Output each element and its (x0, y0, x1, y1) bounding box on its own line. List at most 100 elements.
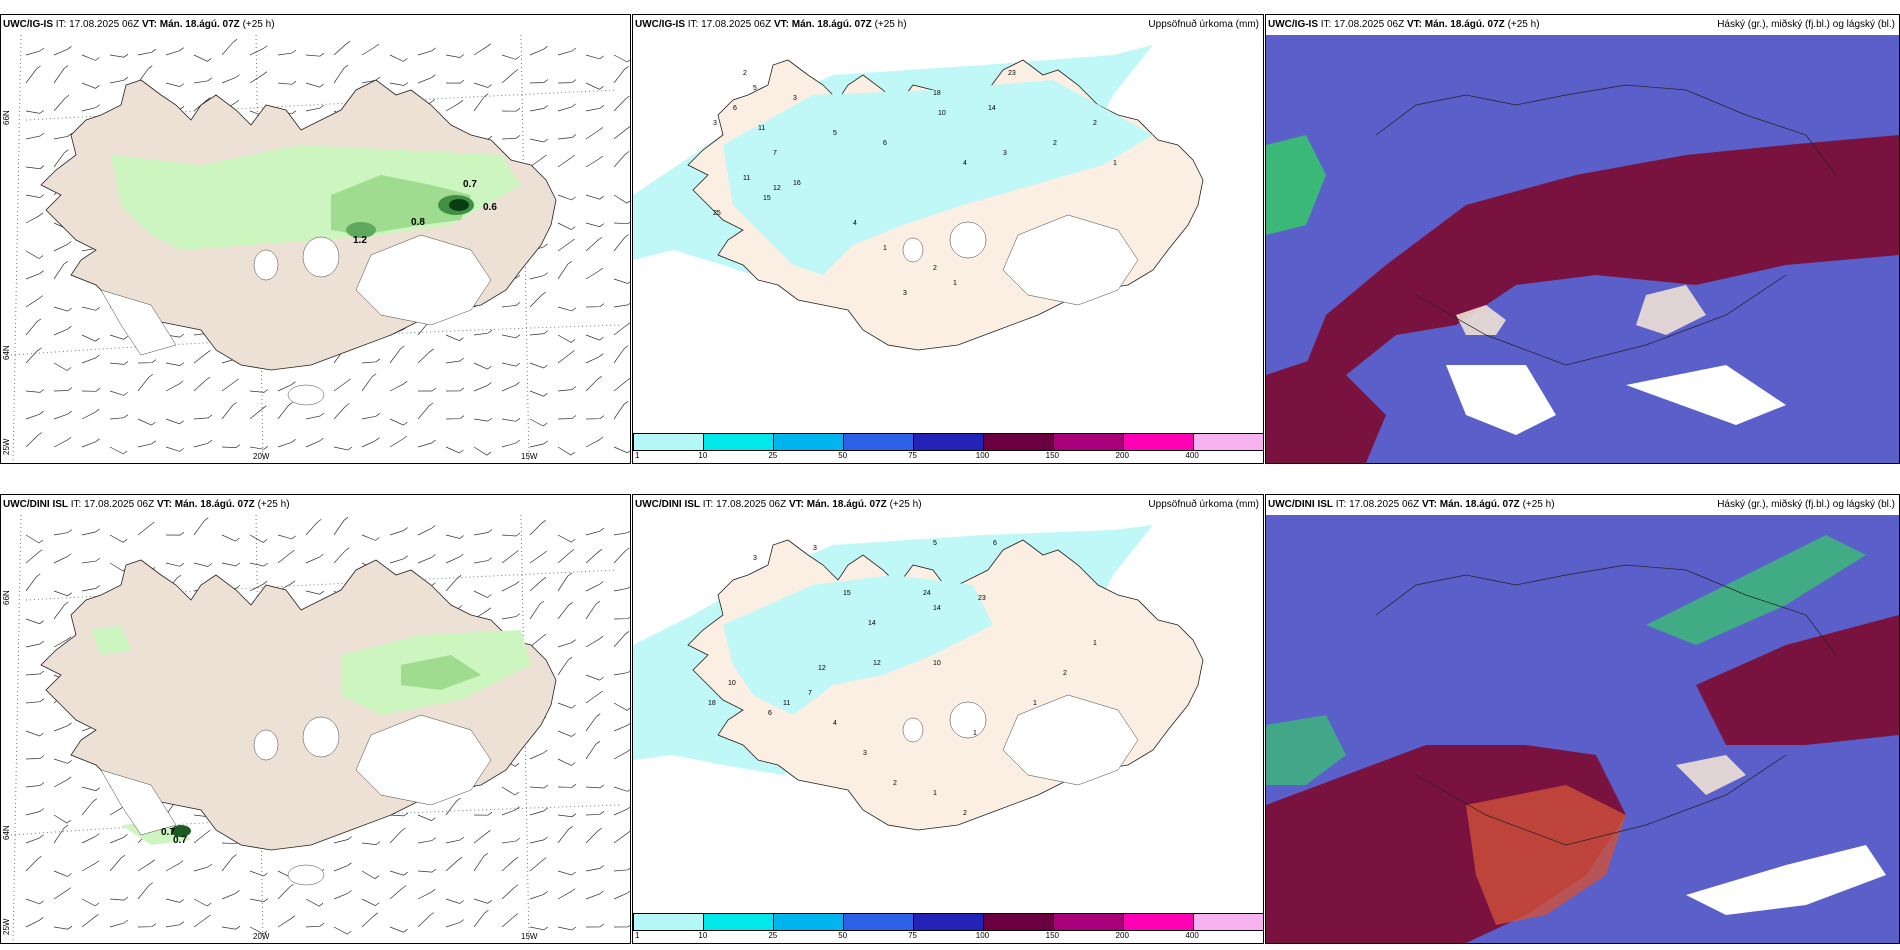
wind-barb (305, 898, 324, 907)
wind-barb (333, 446, 353, 451)
wind-barb (501, 532, 521, 537)
precip-station-value: 23 (978, 595, 986, 602)
wind-barb (165, 562, 185, 567)
wind-barb (473, 417, 493, 422)
legend-tick-label: 50 (838, 451, 848, 460)
wind-barb (249, 580, 268, 592)
lon-label-20w: 20W (253, 452, 270, 461)
wind-barb (165, 860, 184, 872)
wind-barb (501, 362, 521, 367)
precip-station-value: 2 (893, 780, 897, 787)
wind-barb (193, 376, 211, 392)
legend-swatch (914, 434, 984, 450)
wind-barb (25, 549, 43, 564)
legend-tick-label: 25 (768, 451, 778, 460)
wind-barb (585, 236, 603, 252)
legend-swatch (704, 914, 774, 930)
legend-tick-label: 75 (908, 451, 917, 460)
wind-barb (389, 870, 408, 876)
legend-tick-label: 10 (698, 931, 708, 940)
wind-barb (221, 534, 240, 542)
wind-barb (613, 924, 630, 928)
lon-label-15w: 15W (521, 452, 538, 461)
precip-station-value: 2 (743, 70, 747, 77)
wind-barb (221, 74, 240, 84)
wind-barb (557, 784, 577, 788)
wind-barb (249, 405, 267, 420)
lon-label-15w: 15W (521, 932, 538, 941)
wind-barb (529, 154, 547, 168)
wind-barb (305, 82, 324, 88)
wind-barb (249, 926, 268, 935)
wind-barb (25, 730, 44, 737)
wind-barb (557, 888, 576, 900)
wind-barb (277, 439, 296, 448)
wind-barb (25, 432, 42, 448)
precip-station-value: 15 (763, 195, 771, 202)
model-name: UWC/IG-IS (3, 19, 53, 30)
wind-barb (501, 381, 520, 392)
wind-barb (445, 553, 464, 564)
legend-tick-label: 400 (1185, 451, 1199, 460)
wind-barb (165, 531, 185, 536)
model-name: UWC/IG-IS (635, 19, 685, 30)
coastline (1375, 564, 1837, 656)
precip-station-value: 2 (1063, 670, 1067, 677)
precip-legend (633, 433, 1263, 451)
wind-barb (613, 126, 630, 140)
wind-barb (529, 633, 547, 648)
wind-barb (361, 534, 380, 541)
lat-label-25w: 25W (2, 438, 11, 455)
precip-station-value: 12 (873, 660, 881, 667)
wind-barb (165, 418, 184, 425)
wind-barb (81, 104, 101, 112)
initial-time: 17.08.2025 06Z (701, 19, 772, 30)
glaciers (100, 234, 492, 406)
legend-swatch (984, 914, 1054, 930)
wind-value-label: 0.7 (161, 827, 175, 838)
precip-station-value: 10 (938, 110, 946, 117)
model-name: UWC/DINI ISL (635, 499, 700, 510)
iceland-landmass (40, 559, 557, 851)
panel-dini-wind: UWC/DINI ISL IT: 17.08.2025 06Z VT: Mán.… (0, 494, 631, 944)
wind-barb (417, 74, 436, 84)
wind-barb (361, 437, 380, 448)
wind-barb (305, 437, 324, 448)
legend-tick-label: 10 (698, 451, 708, 460)
wind-barb (389, 54, 408, 62)
wind-barb (585, 581, 604, 592)
wind-barb (81, 438, 100, 448)
legend-swatch (774, 434, 844, 450)
legend-tick-label: 200 (1115, 931, 1129, 940)
wind-barb (53, 758, 72, 764)
wind-barb (529, 105, 549, 112)
wind-barb (417, 837, 437, 844)
wind-barb (585, 527, 605, 536)
wind-barb (53, 65, 69, 84)
wind-barb (81, 388, 101, 392)
wind-barb (529, 520, 546, 536)
wind-barb (53, 149, 69, 168)
wind-barb (109, 76, 129, 84)
field-title: Háský (gr.), miðský (fj.bl.) og lágský (… (1717, 19, 1895, 30)
wind-barb (249, 898, 269, 903)
wind-barb (613, 401, 629, 420)
wind-barb (277, 49, 297, 56)
wind-barb (53, 824, 69, 844)
wind-barb (389, 885, 407, 900)
precip-station-value: 2 (963, 810, 967, 817)
wind-barb (81, 898, 100, 907)
wind-barb (81, 528, 101, 536)
wind-barb (333, 40, 351, 56)
wind-barb (221, 378, 239, 392)
precip-station-value: 3 (813, 545, 817, 552)
wind-barb (585, 267, 604, 280)
wind-barb (445, 334, 464, 342)
lat-label-64n: 64N (2, 825, 11, 840)
wind-barb (333, 403, 350, 420)
wind-barb (81, 557, 101, 564)
precip-green (91, 625, 531, 845)
wind-barb (529, 784, 549, 789)
lead-time: (+25 h) (257, 499, 290, 510)
